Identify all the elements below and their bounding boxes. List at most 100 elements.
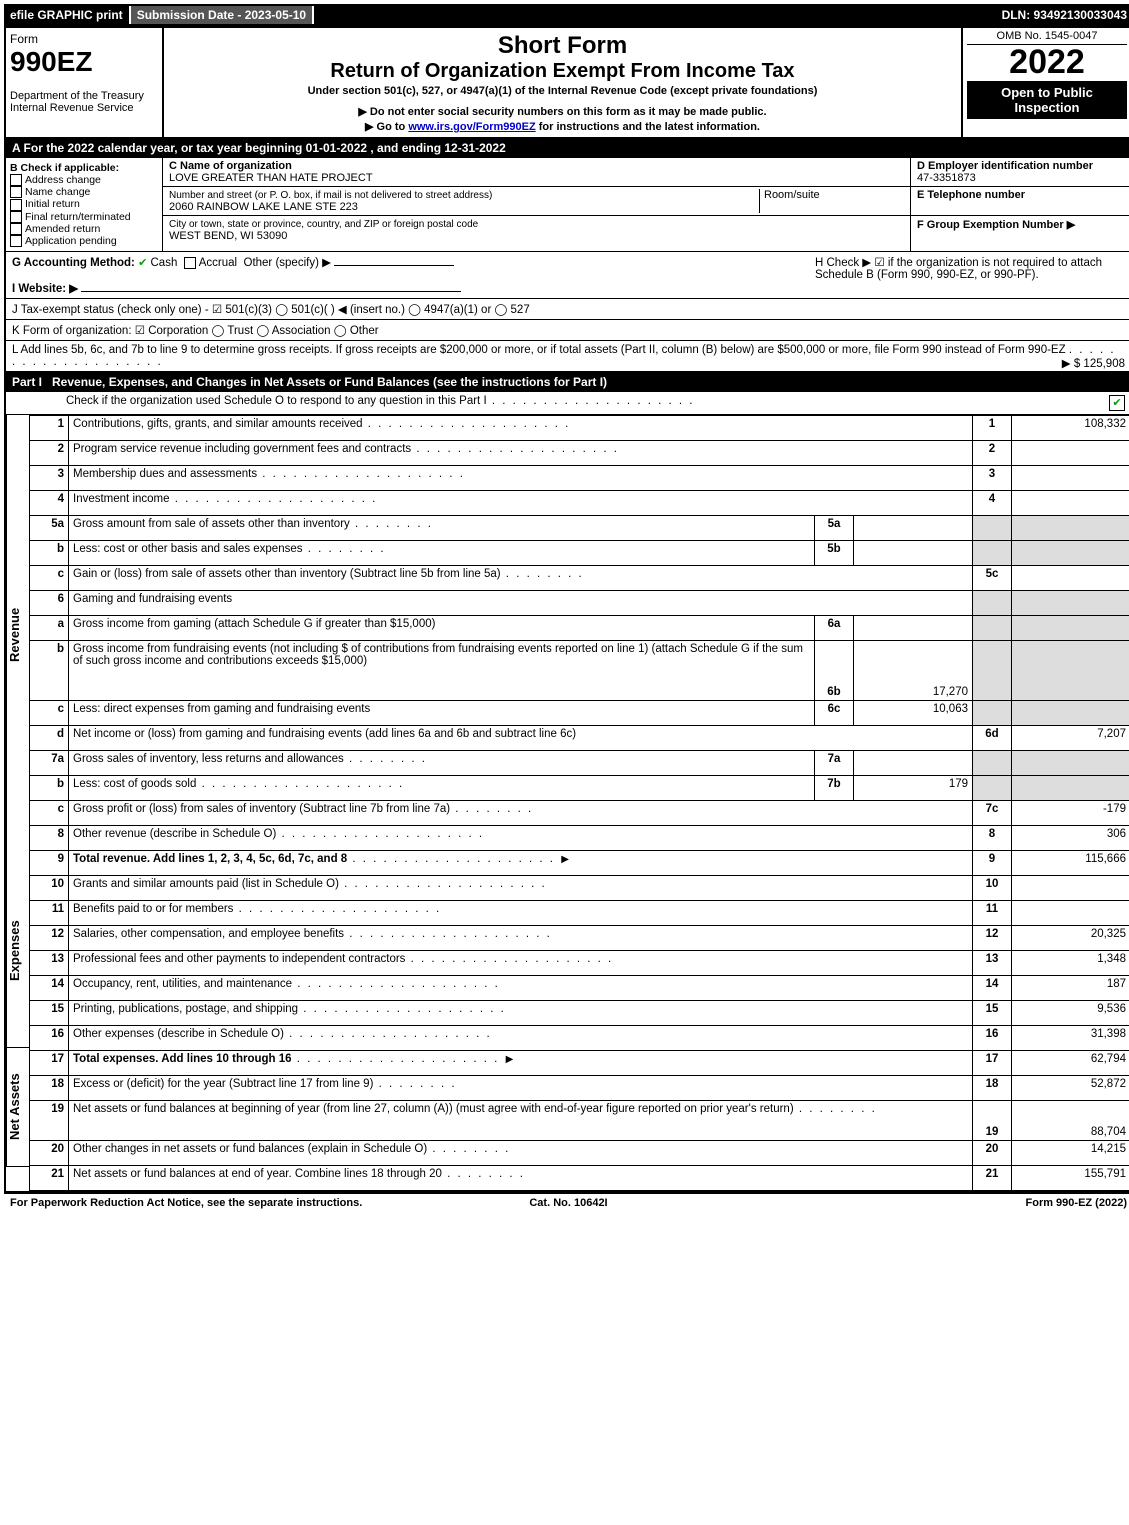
t: Other changes in net assets or fund bala…	[69, 1141, 973, 1166]
amt: 88,704	[1012, 1101, 1129, 1141]
form-header: Form 990EZ Department of the Treasury In…	[6, 28, 1129, 139]
sub: 7a	[815, 751, 854, 776]
amt: 31,398	[1012, 1026, 1129, 1051]
ref	[973, 616, 1012, 641]
row-4: 4Investment income4	[30, 491, 1129, 516]
ref	[973, 701, 1012, 726]
amt	[1012, 776, 1129, 801]
n: 19	[30, 1101, 69, 1141]
goto-pre: ▶ Go to	[365, 121, 408, 133]
top-bar: efile GRAPHIC print Submission Date - 20…	[4, 4, 1129, 26]
sub: 7b	[815, 776, 854, 801]
efile-label[interactable]: efile GRAPHIC print	[4, 6, 129, 24]
ein-value: 47-3351873	[917, 172, 976, 184]
t: Investment income	[69, 491, 973, 516]
part1-check[interactable]	[1109, 395, 1125, 411]
check-initial[interactable]	[10, 199, 22, 211]
row-2: 2Program service revenue including gover…	[30, 441, 1129, 466]
other-label: Other (specify) ▶	[244, 257, 331, 269]
line-i: I Website: ▶	[12, 283, 78, 295]
line-gh: G Accounting Method: Cash Accrual Other …	[6, 252, 1129, 299]
row-16: 16Other expenses (describe in Schedule O…	[30, 1026, 1129, 1051]
sub: 6a	[815, 616, 854, 641]
n: 7a	[30, 751, 69, 776]
t: Gross amount from sale of assets other t…	[69, 516, 815, 541]
name-label: C Name of organization	[169, 160, 292, 172]
amt	[1012, 876, 1129, 901]
sub: 6c	[815, 701, 854, 726]
t: Program service revenue including govern…	[69, 441, 973, 466]
group-exemption: F Group Exemption Number ▶	[917, 219, 1075, 231]
line-g: G Accounting Method: Cash Accrual Other …	[12, 255, 807, 295]
check-final[interactable]	[10, 211, 22, 223]
amt	[1012, 701, 1129, 726]
n: 12	[30, 926, 69, 951]
irs-link[interactable]: www.irs.gov/Form990EZ	[408, 121, 535, 133]
tel-label: E Telephone number	[917, 189, 1025, 201]
n: c	[30, 701, 69, 726]
check-address-change[interactable]	[10, 174, 22, 186]
amt: 52,872	[1012, 1076, 1129, 1101]
header-right: OMB No. 1545-0047 2022 Open to Public In…	[961, 28, 1129, 137]
section-bcdef: B Check if applicable: Address change Na…	[6, 158, 1129, 252]
n: 3	[30, 466, 69, 491]
n: 21	[30, 1166, 69, 1191]
check-name-change[interactable]	[10, 186, 22, 198]
ref: 6d	[973, 726, 1012, 751]
amt: 20,325	[1012, 926, 1129, 951]
lines-container: 1Contributions, gifts, grants, and simil…	[29, 415, 1129, 1191]
amt	[1012, 466, 1129, 491]
check-cash[interactable]	[138, 257, 147, 269]
footer-left: For Paperwork Reduction Act Notice, see …	[10, 1197, 382, 1209]
ref: 2	[973, 441, 1012, 466]
g-label: G Accounting Method:	[12, 257, 135, 269]
check-amended[interactable]	[10, 223, 22, 235]
check-pending[interactable]	[10, 235, 22, 247]
amt: 62,794	[1012, 1051, 1129, 1076]
row-9: 9Total revenue. Add lines 1, 2, 3, 4, 5c…	[30, 851, 1129, 876]
org-address: 2060 RAINBOW LAKE LANE STE 223	[169, 201, 358, 213]
ref: 9	[973, 851, 1012, 876]
row-12: 12Salaries, other compensation, and empl…	[30, 926, 1129, 951]
line-l-text: L Add lines 5b, 6c, and 7b to line 9 to …	[12, 344, 1066, 356]
t: Other expenses (describe in Schedule O)	[69, 1026, 973, 1051]
row-7c: cGross profit or (loss) from sales of in…	[30, 801, 1129, 826]
n: b	[30, 776, 69, 801]
n: 4	[30, 491, 69, 516]
city-label: City or town, state or province, country…	[169, 219, 478, 230]
t: Less: cost or other basis and sales expe…	[69, 541, 815, 566]
row-18: 18Excess or (deficit) for the year (Subt…	[30, 1076, 1129, 1101]
row-6c: cLess: direct expenses from gaming and f…	[30, 701, 1129, 726]
line-l: L Add lines 5b, 6c, and 7b to line 9 to …	[6, 341, 1129, 372]
amt: 9,536	[1012, 1001, 1129, 1026]
form-number: 990EZ	[10, 46, 93, 77]
n: 6	[30, 591, 69, 616]
n: 17	[30, 1051, 69, 1076]
amt	[1012, 641, 1129, 701]
n: c	[30, 566, 69, 591]
n: 15	[30, 1001, 69, 1026]
t: Excess or (deficit) for the year (Subtra…	[69, 1076, 973, 1101]
ref	[973, 776, 1012, 801]
ref: 5c	[973, 566, 1012, 591]
box-c: C Name of organization LOVE GREATER THAN…	[163, 158, 910, 251]
website-input[interactable]	[81, 291, 461, 292]
row-5c: cGain or (loss) from sale of assets othe…	[30, 566, 1129, 591]
row-15: 15Printing, publications, postage, and s…	[30, 1001, 1129, 1026]
ref	[973, 541, 1012, 566]
subamt	[854, 541, 973, 566]
ref: 20	[973, 1141, 1012, 1166]
other-input[interactable]	[334, 265, 454, 266]
n: 9	[30, 851, 69, 876]
check-accrual[interactable]	[184, 257, 196, 269]
t: Net income or (loss) from gaming and fun…	[69, 726, 973, 751]
t: Less: cost of goods sold	[69, 776, 815, 801]
part1-body: Revenue Expenses Net Assets 1Contributio…	[6, 415, 1129, 1191]
opt-final: Final return/terminated	[25, 211, 131, 223]
amt	[1012, 616, 1129, 641]
amt	[1012, 591, 1129, 616]
row-7b: bLess: cost of goods sold7b179	[30, 776, 1129, 801]
irs-label: Internal Revenue Service	[10, 102, 134, 114]
n: a	[30, 616, 69, 641]
line-h: H Check ▶ ☑ if the organization is not r…	[807, 255, 1125, 295]
